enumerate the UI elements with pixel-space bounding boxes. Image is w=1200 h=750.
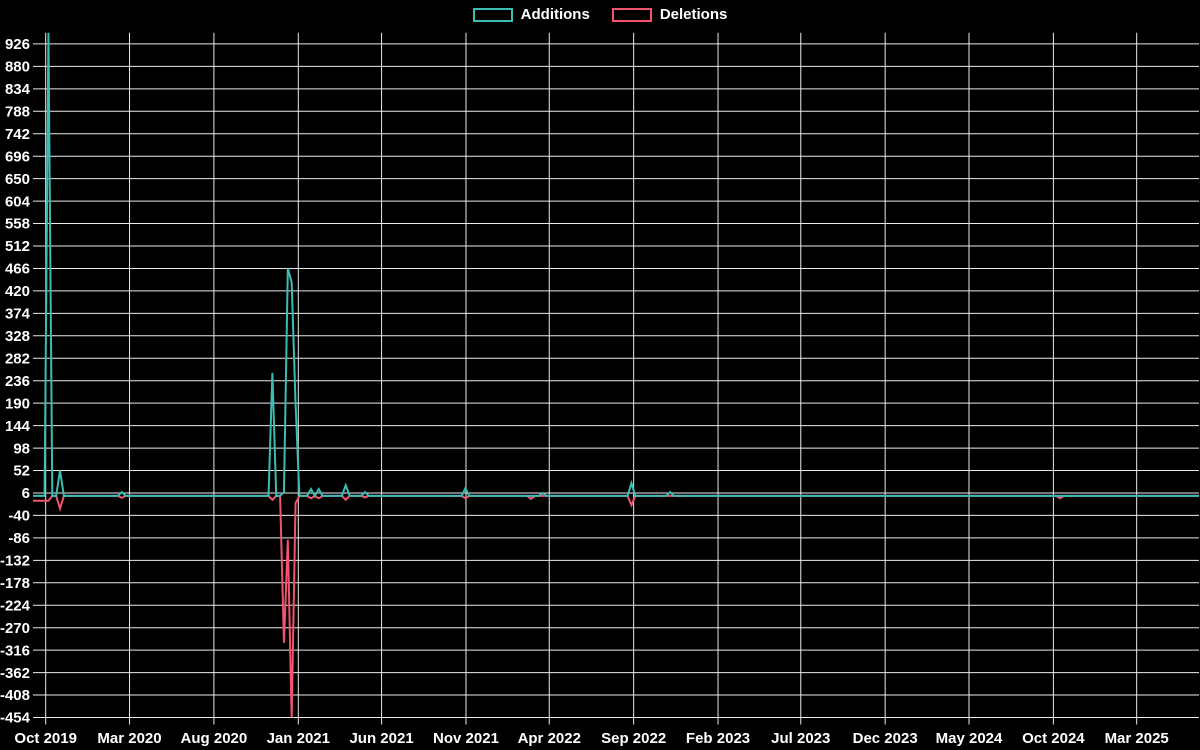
y-axis-tick-label: -86 xyxy=(8,530,30,547)
y-axis-tick-label: 604 xyxy=(5,193,31,210)
x-axis-tick-label: May 2024 xyxy=(936,730,1003,747)
y-axis-tick-label: -224 xyxy=(0,597,31,614)
y-axis-tick-label: 558 xyxy=(5,216,30,233)
x-axis-tick-label: Oct 2019 xyxy=(14,730,77,747)
x-axis-tick-label: Mar 2025 xyxy=(1105,730,1169,747)
legend-item-deletions: Deletions xyxy=(611,6,728,23)
deletions-swatch-icon xyxy=(611,7,652,22)
y-axis-tick-label: -362 xyxy=(0,665,30,682)
y-axis-tick-label: 926 xyxy=(5,36,30,53)
y-axis-tick-label: 52 xyxy=(13,463,30,480)
legend-label-additions: Additions xyxy=(520,6,590,23)
y-axis-tick-label: 512 xyxy=(5,238,30,255)
y-axis-tick-label: 742 xyxy=(5,126,30,143)
y-axis-tick-label: -132 xyxy=(0,553,30,570)
y-axis-tick-label: 420 xyxy=(5,283,30,300)
y-axis-tick-label: 98 xyxy=(13,440,30,457)
y-axis-tick-label: 190 xyxy=(5,395,30,412)
y-axis-tick-label: 374 xyxy=(5,306,31,323)
y-axis-tick-label: -454 xyxy=(0,710,31,727)
y-axis-tick-label: 236 xyxy=(5,373,30,390)
y-axis-tick-label: 282 xyxy=(5,350,30,367)
x-axis-tick-label: Feb 2023 xyxy=(686,730,750,747)
y-axis-tick-label: 144 xyxy=(5,418,31,435)
y-axis-tick-label: 880 xyxy=(5,59,30,76)
y-axis-tick-label: -408 xyxy=(0,687,30,704)
x-axis-tick-label: Dec 2023 xyxy=(853,730,918,747)
y-axis-tick-label: 328 xyxy=(5,328,30,345)
y-axis-tick-label: 6 xyxy=(22,485,30,502)
y-axis-tick-label: 650 xyxy=(5,171,30,188)
chart-legend: Additions Deletions xyxy=(0,7,1200,22)
x-axis-tick-label: Oct 2024 xyxy=(1022,730,1085,747)
y-axis-tick-label: 696 xyxy=(5,148,30,165)
x-axis-tick-label: Jul 2023 xyxy=(771,730,830,747)
legend-item-additions: Additions xyxy=(472,6,590,23)
series-line-deletions xyxy=(33,494,1199,718)
additions-swatch-icon xyxy=(472,7,513,22)
y-axis-tick-label: 788 xyxy=(5,103,30,120)
x-axis-tick-label: Mar 2020 xyxy=(97,730,161,747)
y-axis-tick-label: -40 xyxy=(8,508,30,525)
x-axis-tick-label: Sep 2022 xyxy=(601,730,666,747)
x-axis-tick-label: Aug 2020 xyxy=(181,730,248,747)
x-axis-tick-label: Nov 2021 xyxy=(433,730,499,747)
series-line-additions xyxy=(33,32,1199,498)
x-axis-tick-label: Jun 2021 xyxy=(349,730,413,747)
y-axis-tick-label: -270 xyxy=(0,620,30,637)
y-axis-tick-label: -178 xyxy=(0,575,30,592)
y-axis-tick-label: 466 xyxy=(5,261,30,278)
x-axis-tick-label: Apr 2022 xyxy=(518,730,581,747)
legend-label-deletions: Deletions xyxy=(659,6,728,23)
y-axis-tick-label: -316 xyxy=(0,642,30,659)
x-axis-tick-label: Jan 2021 xyxy=(267,730,330,747)
y-axis-tick-label: 834 xyxy=(5,81,31,98)
